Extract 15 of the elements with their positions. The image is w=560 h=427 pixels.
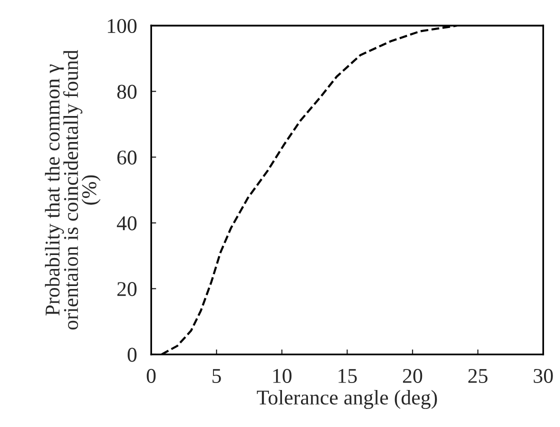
x-tick-label: 15: [338, 369, 357, 383]
y-tick-label: 0: [128, 348, 137, 362]
x-axis-title: Tolerance angle (deg): [256, 390, 437, 409]
y-tick-label: 100: [108, 18, 137, 34]
x-tick-label: 20: [403, 368, 422, 383]
x-tick-label: 10: [273, 368, 292, 383]
y-tick-label: 60: [117, 150, 137, 165]
y-tick-label: 40: [116, 216, 137, 230]
y-tick-label: 20: [117, 282, 137, 296]
x-tick-label: 25: [468, 368, 488, 383]
y-axis-title: Probability that the common γ orientaion is coincidentally found (%): [44, 50, 101, 330]
y-tick-label: 80: [117, 84, 137, 99]
x-tick-label: 5: [212, 369, 221, 383]
x-tick-label: 0: [146, 368, 156, 383]
x-tick-label: 30: [534, 368, 553, 383]
